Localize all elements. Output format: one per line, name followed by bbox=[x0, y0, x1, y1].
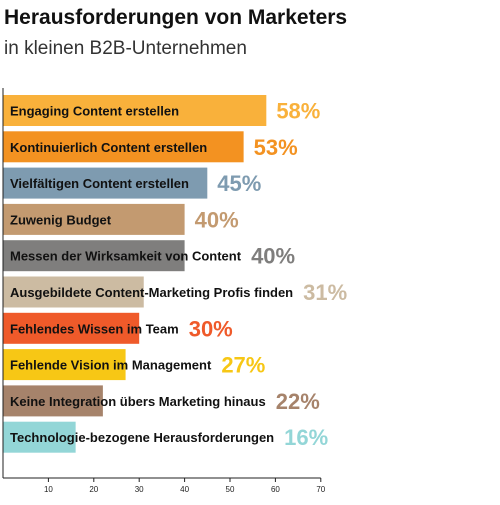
value-label-4: 40% bbox=[195, 207, 239, 232]
bar-label-10: Technologie-bezogene Herausforderungen bbox=[10, 430, 274, 445]
bar-4 bbox=[3, 203, 185, 235]
bar-8 bbox=[3, 349, 126, 381]
x-tick-label-60: 60 bbox=[271, 485, 280, 494]
value-label-6: 31% bbox=[303, 280, 347, 305]
chart-title: Herausforderungen von Marketers bbox=[4, 6, 348, 29]
bar-label-3: Vielfältigen Content erstellen bbox=[10, 176, 189, 191]
chart-subtitle: in kleinen B2B-Unternehmen bbox=[4, 38, 247, 59]
bar-label-7: Fehlendes Wissen im Team bbox=[10, 321, 179, 336]
x-tick-label-30: 30 bbox=[135, 485, 144, 494]
x-tick-label-40: 40 bbox=[180, 485, 189, 494]
bar-2 bbox=[3, 131, 244, 163]
bar-1 bbox=[3, 95, 267, 126]
value-label-9: 22% bbox=[276, 389, 320, 414]
value-label-7: 30% bbox=[189, 316, 233, 341]
value-label-3: 45% bbox=[217, 171, 261, 196]
bar-label-6: Ausgebildete Content-Marketing Profis fi… bbox=[10, 285, 293, 300]
bar-6 bbox=[3, 276, 144, 308]
bar-7 bbox=[3, 312, 140, 344]
bar-5 bbox=[3, 240, 185, 272]
x-tick-label-50: 50 bbox=[226, 485, 235, 494]
value-label-8: 27% bbox=[221, 353, 265, 378]
bar-label-9: Keine Integration übers Marketing hinaus bbox=[10, 394, 266, 409]
value-label-5: 40% bbox=[251, 244, 295, 269]
x-tick-label-20: 20 bbox=[89, 485, 98, 494]
bar-10 bbox=[3, 421, 76, 453]
bar-label-2: Kontinuierlich Content erstellen bbox=[10, 140, 207, 155]
value-label-2: 53% bbox=[254, 135, 298, 160]
bar-9 bbox=[3, 385, 103, 417]
bar-label-8: Fehlende Vision im Management bbox=[10, 358, 212, 373]
x-tick-label-70: 70 bbox=[316, 485, 325, 494]
bar-3 bbox=[3, 167, 208, 199]
x-tick-label-10: 10 bbox=[44, 485, 53, 494]
bar-label-4: Zuwenig Budget bbox=[10, 212, 112, 227]
value-label-1: 58% bbox=[276, 99, 320, 124]
bar-label-1: Engaging Content erstellen bbox=[10, 104, 179, 119]
bar-label-5: Messen der Wirksamkeit von Content bbox=[10, 249, 242, 264]
value-label-10: 16% bbox=[284, 425, 328, 450]
